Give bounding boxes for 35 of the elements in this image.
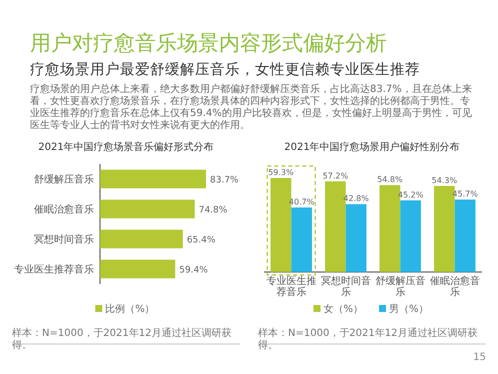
y-tick-label: 舒缓解压音乐 <box>34 174 94 186</box>
text: 疗愈场景用户最爱舒缓解压音乐，女性更信赖专业医生推荐 <box>30 61 420 78</box>
bar <box>100 200 195 218</box>
bar <box>454 200 476 272</box>
chart-title: 2021年中国疗愈场景用户偏好性别分布 <box>284 141 460 153</box>
chart-title: 2021年中国疗愈场景音乐偏好形式分布 <box>38 141 214 153</box>
legend-label: 男（%） <box>389 304 429 315</box>
text: 样本：N=1000，于2021年12月通过社区调研获得。 <box>258 327 478 351</box>
data-label: 83.7% <box>210 176 240 186</box>
text: 样本：N=1000，于2021年12月通过社区调研获得。 <box>12 327 232 351</box>
legend-label: 比例（%） <box>105 303 155 315</box>
legend-label: 女（%） <box>323 303 363 315</box>
y-tick-label: 冥想时间音乐 <box>34 234 94 246</box>
bar <box>400 200 421 272</box>
y-tick-label: 催眠治愈音乐 <box>34 204 94 216</box>
data-label: 54.3% <box>432 176 458 185</box>
bar <box>100 170 206 188</box>
bar <box>100 260 176 278</box>
y-tick-label: 专业医生推荐音乐 <box>14 264 94 276</box>
text: 用户对疗愈音乐场景内容形式偏好分析 <box>30 31 387 55</box>
x-tick-label: 冥想时间音乐 <box>320 275 371 298</box>
data-label: 59.4% <box>179 266 208 276</box>
x-tick-label: 专业医生推荐音乐 <box>266 275 316 298</box>
data-label: 65.4% <box>186 236 216 246</box>
text: 疗愈场景的用户总体上来看，绝大多数用户都偏好舒缓解压类音乐，占比高达83.7%，且在总体上来看，女性更喜欢疗愈场景音乐，在疗愈场景具体的四种内容形式下，女性选择的比例都高于男性。专业医生推荐的疗愈音乐在总体上仅有59.4%的用户比较喜欢，但是，女性偏好上明显高于男性，可见医生等专业人士的背书对女性来说有更大的作用。 <box>30 83 472 131</box>
text: 15 <box>473 352 486 363</box>
bar <box>346 204 366 272</box>
data-label: 59.3% <box>268 168 294 177</box>
x-tick-label: 舒缓解压音乐 <box>375 275 426 298</box>
bar <box>291 207 312 272</box>
bar <box>100 230 183 248</box>
data-label: 74.8% <box>198 206 228 216</box>
data-label: 57.2% <box>322 171 348 180</box>
data-label: 54.8% <box>377 175 403 184</box>
x-tick-label: 催眠治愈音乐 <box>430 275 480 298</box>
